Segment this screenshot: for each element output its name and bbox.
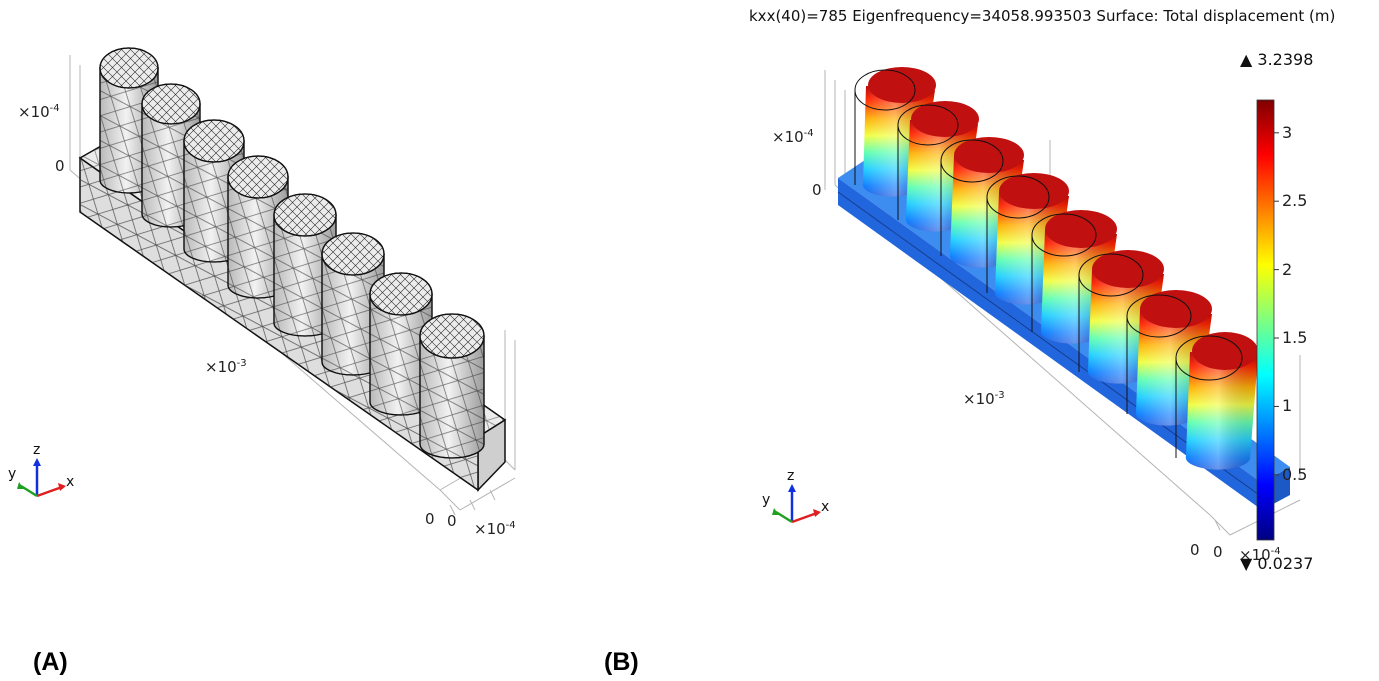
colorbar-max-marker: ▲ 3.2398	[1240, 50, 1314, 69]
colorbar-tick-label: 1.5	[1282, 328, 1308, 348]
mesh-cylinder-8	[419, 313, 485, 459]
panel-b-cylinders	[854, 67, 1258, 470]
mesh-cylinder-4	[227, 155, 289, 299]
mesh-cylinder-6	[321, 232, 385, 376]
panel-b-title: kxx(40)=785 Eigenfrequency=34058.993503 …	[749, 7, 1336, 25]
panel-b-triad-y-label: y	[762, 492, 771, 508]
panel-a-triad-y-label: y	[8, 466, 17, 482]
colorbar-tick-label: 0.5	[1282, 464, 1308, 484]
colorbar-tick-label: 1	[1282, 396, 1293, 416]
panel-a-y-scale-label: ×10-4	[474, 520, 516, 538]
panel-b-triad-z-label: z	[787, 468, 795, 484]
panel-a-triad-x-label: x	[66, 474, 75, 490]
panel-b-z-scale-label: ×10-4	[772, 128, 814, 146]
colorbar-tick-label: 2	[1282, 259, 1293, 279]
colorbar-tick-label: 2.5	[1282, 191, 1308, 211]
panel-a-y-zero-label-2: 0	[447, 512, 457, 530]
panel-a-z-zero-label: 0	[55, 157, 65, 175]
panel-b-y-scale-label: ×10-4	[1239, 546, 1281, 564]
panel-a-z-scale-label: ×10-4	[18, 103, 60, 121]
mesh-cylinder-7	[369, 272, 433, 416]
panel-b-y-zero-label-2: 0	[1213, 543, 1223, 561]
colorbar	[1256, 99, 1279, 541]
panel-b-y-zero-label-1: 0	[1190, 541, 1200, 559]
panel-b-x-scale-label: ×10-3	[963, 390, 1005, 408]
panel-b-z-zero-label: 0	[812, 181, 822, 199]
mesh-cylinder-5	[273, 193, 337, 337]
panel-b-label: (B)	[604, 648, 639, 676]
panel-b-triad-x-label: x	[821, 499, 830, 515]
panel-b-axis-triad	[772, 484, 821, 524]
colorbar-tick-label: 3	[1282, 122, 1293, 142]
panel-a-axis-triad	[17, 458, 66, 498]
panel-a-label: (A)	[33, 648, 68, 676]
panel-a-x-scale-label: ×10-3	[205, 358, 247, 376]
colorbar-min-marker: ▼ 0.0237	[1240, 554, 1314, 573]
panel-a-cylinders	[99, 47, 485, 459]
panel-a-triad-z-label: z	[33, 442, 41, 458]
deformed-cylinder-8	[1175, 332, 1258, 470]
panel-a-y-zero-label-1: 0	[425, 510, 435, 528]
